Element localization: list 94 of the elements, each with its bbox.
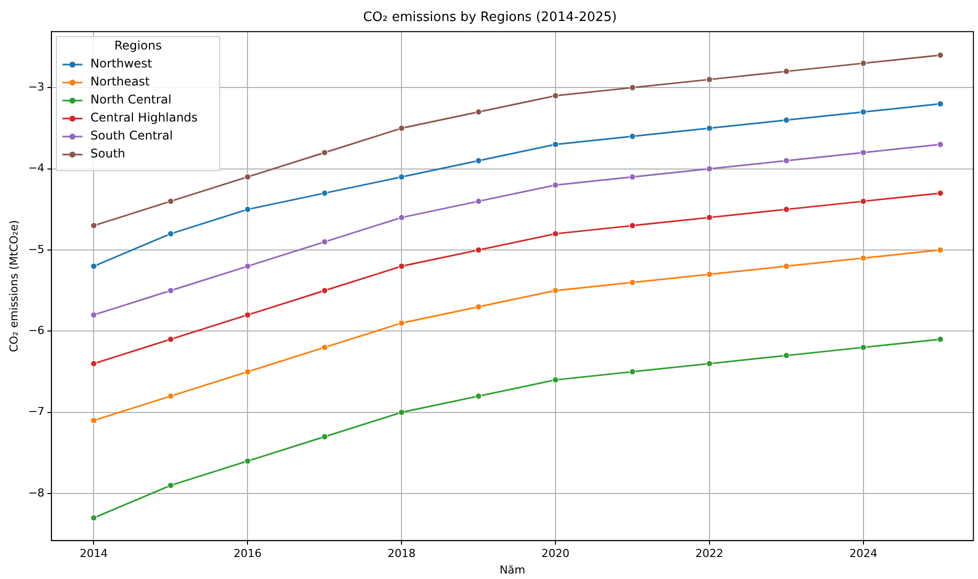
point	[475, 304, 482, 310]
point	[783, 352, 790, 359]
point	[90, 262, 98, 270]
x-tick-label: 2020	[542, 547, 570, 560]
legend-title: Regions	[114, 38, 162, 53]
point	[244, 262, 251, 270]
point	[629, 174, 636, 180]
y-axis-title: CO₂ emissions (MtCO₂e)	[7, 220, 20, 352]
point	[321, 190, 328, 196]
point	[706, 124, 713, 132]
point	[90, 417, 98, 424]
point	[90, 312, 98, 318]
point	[167, 392, 174, 400]
point	[475, 108, 482, 116]
point	[937, 52, 944, 58]
y-tick-label: −6	[28, 324, 44, 338]
legend-label: Northeast	[90, 74, 150, 89]
point	[244, 206, 251, 213]
point	[706, 214, 713, 221]
legend-label: Northwest	[90, 56, 152, 71]
x-tick-label: 2024	[849, 547, 878, 560]
point	[167, 230, 174, 238]
point	[552, 287, 559, 294]
y-tick-label: −5	[28, 242, 44, 256]
point	[860, 149, 867, 156]
point	[629, 279, 636, 286]
point	[783, 157, 790, 164]
point	[244, 458, 251, 464]
point	[475, 157, 482, 164]
point	[629, 133, 636, 140]
point	[706, 76, 713, 83]
x-tick-label: 2016	[234, 547, 262, 560]
point	[860, 344, 867, 351]
point	[706, 271, 713, 278]
point	[629, 368, 636, 376]
point	[321, 344, 328, 351]
point	[475, 392, 482, 400]
point	[90, 222, 98, 229]
point	[244, 312, 251, 318]
point	[783, 116, 790, 124]
point	[629, 222, 636, 229]
legend-label: North Central	[90, 92, 172, 107]
point	[321, 287, 328, 294]
y-tick-label: −4	[28, 162, 44, 175]
point	[167, 482, 174, 489]
point	[244, 174, 251, 180]
point	[937, 100, 944, 108]
point	[321, 149, 328, 156]
point	[167, 287, 174, 294]
x-tick-label: 2018	[388, 547, 416, 560]
point	[552, 92, 559, 100]
x-tick-label: 2014	[80, 547, 108, 560]
point	[937, 246, 944, 254]
legend-label: Central Highlands	[90, 110, 198, 125]
point	[475, 198, 482, 205]
point	[706, 360, 713, 367]
point	[937, 141, 944, 148]
point	[706, 165, 713, 172]
point	[860, 254, 867, 262]
point	[552, 376, 559, 384]
point	[552, 182, 559, 188]
point	[398, 124, 405, 132]
y-tick-label: −3	[28, 80, 44, 94]
point	[90, 514, 98, 522]
point	[860, 60, 867, 67]
point	[244, 368, 251, 376]
point	[167, 198, 174, 205]
point	[937, 336, 944, 343]
x-tick-label: 2022	[695, 547, 724, 560]
point	[398, 409, 405, 416]
point	[475, 246, 482, 254]
point	[783, 68, 790, 75]
point	[937, 190, 944, 196]
point	[398, 214, 405, 221]
point	[783, 262, 790, 270]
chart-title: CO₂ emissions by Regions (2014-2025)	[363, 10, 617, 26]
point	[629, 84, 636, 91]
point	[552, 141, 559, 148]
point	[167, 336, 174, 343]
y-tick-label: −8	[28, 486, 44, 500]
point	[783, 206, 790, 213]
x-axis-title: Năm	[500, 563, 526, 576]
point	[398, 174, 405, 180]
point	[321, 433, 328, 440]
legend-label: South Central	[90, 128, 173, 143]
point	[398, 320, 405, 326]
point	[552, 230, 559, 238]
legend-label: South	[90, 146, 126, 161]
point	[398, 262, 405, 270]
point	[860, 198, 867, 205]
point	[90, 360, 98, 367]
point	[321, 238, 328, 246]
y-tick-label: −7	[28, 405, 44, 418]
point	[860, 108, 867, 116]
